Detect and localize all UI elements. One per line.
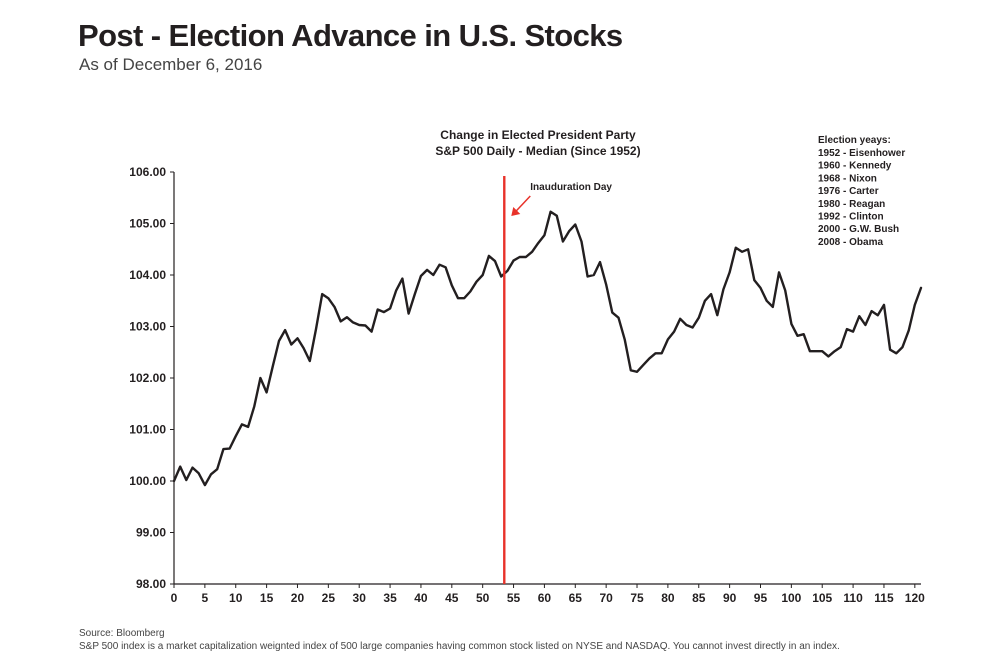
x-tick-label: 25	[322, 591, 336, 605]
x-tick-label: 85	[692, 591, 706, 605]
x-tick-label: 0	[171, 591, 178, 605]
x-tick-label: 105	[812, 591, 832, 605]
x-tick-label: 75	[630, 591, 644, 605]
legend-item: 2008 - Obama	[818, 237, 883, 248]
y-tick-label: 101.00	[129, 423, 166, 437]
series-line	[172, 210, 923, 487]
legend-item: 1952 - Eisenhower	[818, 148, 905, 159]
x-tick-label: 65	[569, 591, 583, 605]
legend-item: 1976 - Carter	[818, 186, 879, 197]
inauguration-arrowhead	[511, 207, 521, 216]
y-tick-label: 99.00	[136, 526, 166, 540]
chart-title-line-2: S&P 500 Daily - Median (Since 1952)	[435, 144, 640, 158]
source-note: Source: Bloomberg	[79, 628, 165, 639]
y-tick-label: 106.00	[129, 165, 166, 179]
x-tick-label: 50	[476, 591, 490, 605]
footnote: S&P 500 index is a market capitalization…	[79, 641, 840, 652]
x-tick-label: 40	[414, 591, 428, 605]
y-tick-label: 100.00	[129, 474, 166, 488]
page-subtitle: As of December 6, 2016	[79, 55, 263, 74]
x-tick-label: 90	[723, 591, 737, 605]
x-tick-label: 20	[291, 591, 305, 605]
x-tick-label: 80	[661, 591, 675, 605]
x-tick-label: 30	[353, 591, 367, 605]
legend: Election yeays: 1952 - Eisenhower 1960 - …	[818, 135, 905, 248]
x-tick-label: 110	[843, 591, 863, 605]
legend-item: 1968 - Nixon	[818, 173, 877, 184]
y-tick-label: 103.00	[129, 320, 166, 334]
x-tick-label: 45	[445, 591, 459, 605]
x-tick-label: 115	[874, 591, 894, 605]
y-tick-label: 105.00	[129, 217, 166, 231]
legend-item: 1960 - Kennedy	[818, 161, 892, 172]
x-tick-label: 120	[905, 591, 925, 605]
legend-item: 1992 - Clinton	[818, 212, 884, 223]
inauguration-arrow	[513, 195, 531, 214]
x-tick-label: 60	[538, 591, 552, 605]
page-title: Post - Election Advance in U.S. Stocks	[78, 18, 623, 53]
x-tick-label: 35	[383, 591, 397, 605]
x-tick-label: 5	[202, 591, 209, 605]
legend-title: Election yeays:	[818, 135, 891, 146]
legend-item: 2000 - G.W. Bush	[818, 224, 899, 235]
x-tick-label: 100	[781, 591, 801, 605]
inauguration-label: Inauduration Day	[530, 182, 612, 193]
y-tick-label: 104.00	[129, 268, 166, 282]
x-tick-label: 70	[599, 591, 613, 605]
chart-title-line-1: Change in Elected President Party	[440, 128, 636, 142]
x-tick-label: 15	[260, 591, 274, 605]
y-tick-label: 102.00	[129, 371, 166, 385]
legend-item: 1980 - Reagan	[818, 199, 885, 210]
x-tick-label: 55	[507, 591, 521, 605]
x-tick-label: 10	[229, 591, 243, 605]
x-tick-label: 95	[754, 591, 768, 605]
y-tick-label: 98.00	[136, 577, 166, 591]
